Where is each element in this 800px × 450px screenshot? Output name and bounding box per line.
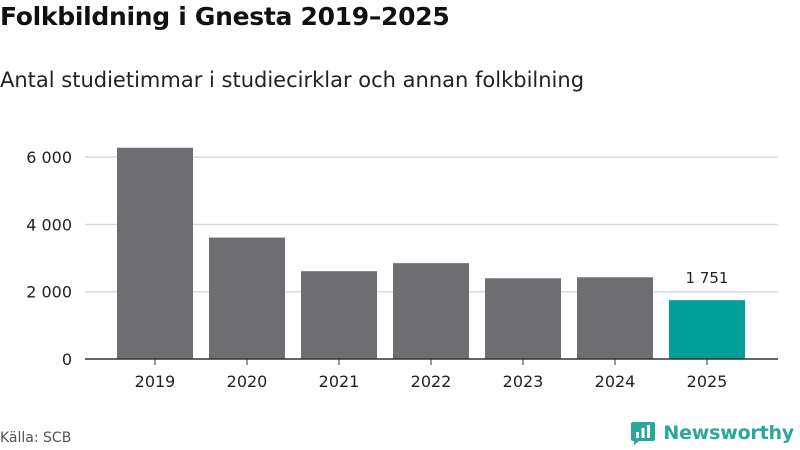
data-label: 1 751: [686, 269, 729, 287]
x-tick-label: 2020: [227, 372, 268, 391]
chart-title: Folkbildning i Gnesta 2019–2025: [0, 2, 450, 31]
newsworthy-logo-icon: [631, 422, 656, 445]
chart-subtitle: Antal studietimmar i studiecirklar och a…: [0, 68, 585, 92]
x-tick-label: 2019: [135, 372, 176, 391]
bar-2023: [485, 278, 561, 359]
bar-2025: [669, 300, 745, 359]
bar-2019: [117, 147, 193, 359]
brand-name: Newsworthy: [663, 422, 794, 444]
y-tick-label: 0: [62, 350, 72, 369]
source-note: Källa: SCB: [0, 430, 72, 446]
y-tick-label: 6 000: [26, 148, 72, 167]
x-tick-label: 2021: [319, 372, 360, 391]
brand-logo: Newsworthy: [630, 420, 794, 446]
y-tick-label: 4 000: [26, 215, 72, 234]
bar-2021: [301, 271, 377, 359]
x-tick-label: 2024: [595, 372, 636, 391]
bar-2020: [209, 237, 285, 359]
x-tick-label: 2023: [503, 372, 544, 391]
bar-2024: [577, 277, 653, 359]
y-tick-label: 2 000: [26, 283, 72, 302]
x-tick-label: 2022: [411, 372, 452, 391]
x-tick-label: 2025: [687, 372, 728, 391]
bar-chart: 0 2 000 4 000 6 000 2019 2020 2021 2022 2023 2024…: [26, 147, 778, 391]
bar-2022: [393, 263, 469, 359]
